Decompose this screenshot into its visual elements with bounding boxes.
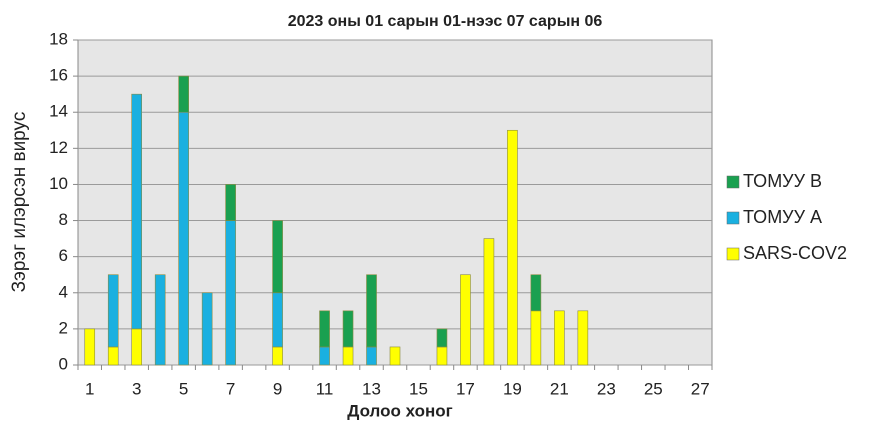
- x-tick-label: 25: [644, 379, 663, 398]
- bar-segment: [507, 129, 518, 366]
- x-axis-label: Долоо хоног: [347, 401, 453, 420]
- y-tick-label: 14: [49, 102, 68, 121]
- bar-segment: [178, 111, 189, 366]
- x-tick-label: 19: [503, 379, 522, 398]
- y-tick-label: 4: [59, 282, 68, 301]
- y-tick-label: 10: [49, 174, 68, 193]
- legend-label: ТОМУУ B: [743, 171, 822, 191]
- bar-segment: [272, 292, 283, 348]
- x-tick-label: 7: [226, 379, 235, 398]
- plot-area: [77, 39, 713, 366]
- x-tick-label: 5: [179, 379, 188, 398]
- x-tick-label: 23: [597, 379, 616, 398]
- x-tick-label: 13: [362, 379, 381, 398]
- bar-segment: [366, 346, 377, 366]
- y-axis-label: Зэрэг илэрсэн вирус: [9, 112, 30, 293]
- bar-segment: [131, 93, 143, 330]
- bar-segment: [460, 274, 471, 366]
- x-tick-label: 15: [409, 379, 428, 398]
- bar-segment: [483, 238, 495, 366]
- legend-label: ТОМУУ A: [743, 207, 822, 227]
- bar-segment: [577, 310, 589, 366]
- bar-segment: [131, 328, 143, 366]
- bar-segment: [319, 346, 330, 366]
- bar-segment: [107, 274, 119, 348]
- legend-swatch: [726, 175, 740, 189]
- legend-label: SARS-COV2: [743, 243, 847, 263]
- y-tick-label: 12: [49, 138, 68, 157]
- bar-segment: [366, 274, 377, 348]
- y-tick-label: 0: [59, 354, 68, 373]
- chart-title: 2023 оны 01 сарын 01-нээс 07 сарын 06: [288, 13, 603, 30]
- bar-segment: [272, 220, 283, 294]
- y-tick-label: 6: [59, 246, 68, 265]
- bar-segment: [225, 220, 236, 366]
- legend-swatch: [726, 211, 740, 225]
- bar-segment: [201, 292, 213, 366]
- x-tick-label: 21: [550, 379, 569, 398]
- bar-segment: [84, 328, 96, 366]
- bar-segment: [342, 346, 354, 366]
- x-tick-label: 11: [316, 379, 334, 398]
- bar-segment: [272, 346, 283, 366]
- bar-segment: [436, 328, 448, 348]
- x-tick-label: 1: [85, 379, 94, 398]
- bar-segment: [107, 346, 119, 366]
- y-tick-label: 8: [59, 210, 68, 229]
- y-tick-label: 18: [49, 29, 68, 48]
- bar-segment: [154, 274, 166, 366]
- legend-swatch: [726, 247, 740, 261]
- bar-segment: [436, 346, 448, 366]
- x-tick-label: 27: [691, 379, 710, 398]
- bar-segment: [225, 184, 236, 221]
- bar-segment: [319, 310, 330, 348]
- y-tick-label: 2: [59, 318, 68, 337]
- bar-segment: [178, 75, 189, 113]
- bar-segment: [554, 310, 565, 366]
- x-tick-label: 9: [273, 379, 282, 398]
- bar-segment: [530, 274, 542, 312]
- bar-segment: [530, 310, 542, 366]
- x-tick-label: 3: [132, 379, 141, 398]
- bar-segment: [342, 310, 354, 348]
- x-tick-label: 17: [456, 379, 475, 398]
- bar-segment: [389, 346, 401, 366]
- y-tick-label: 16: [49, 66, 68, 85]
